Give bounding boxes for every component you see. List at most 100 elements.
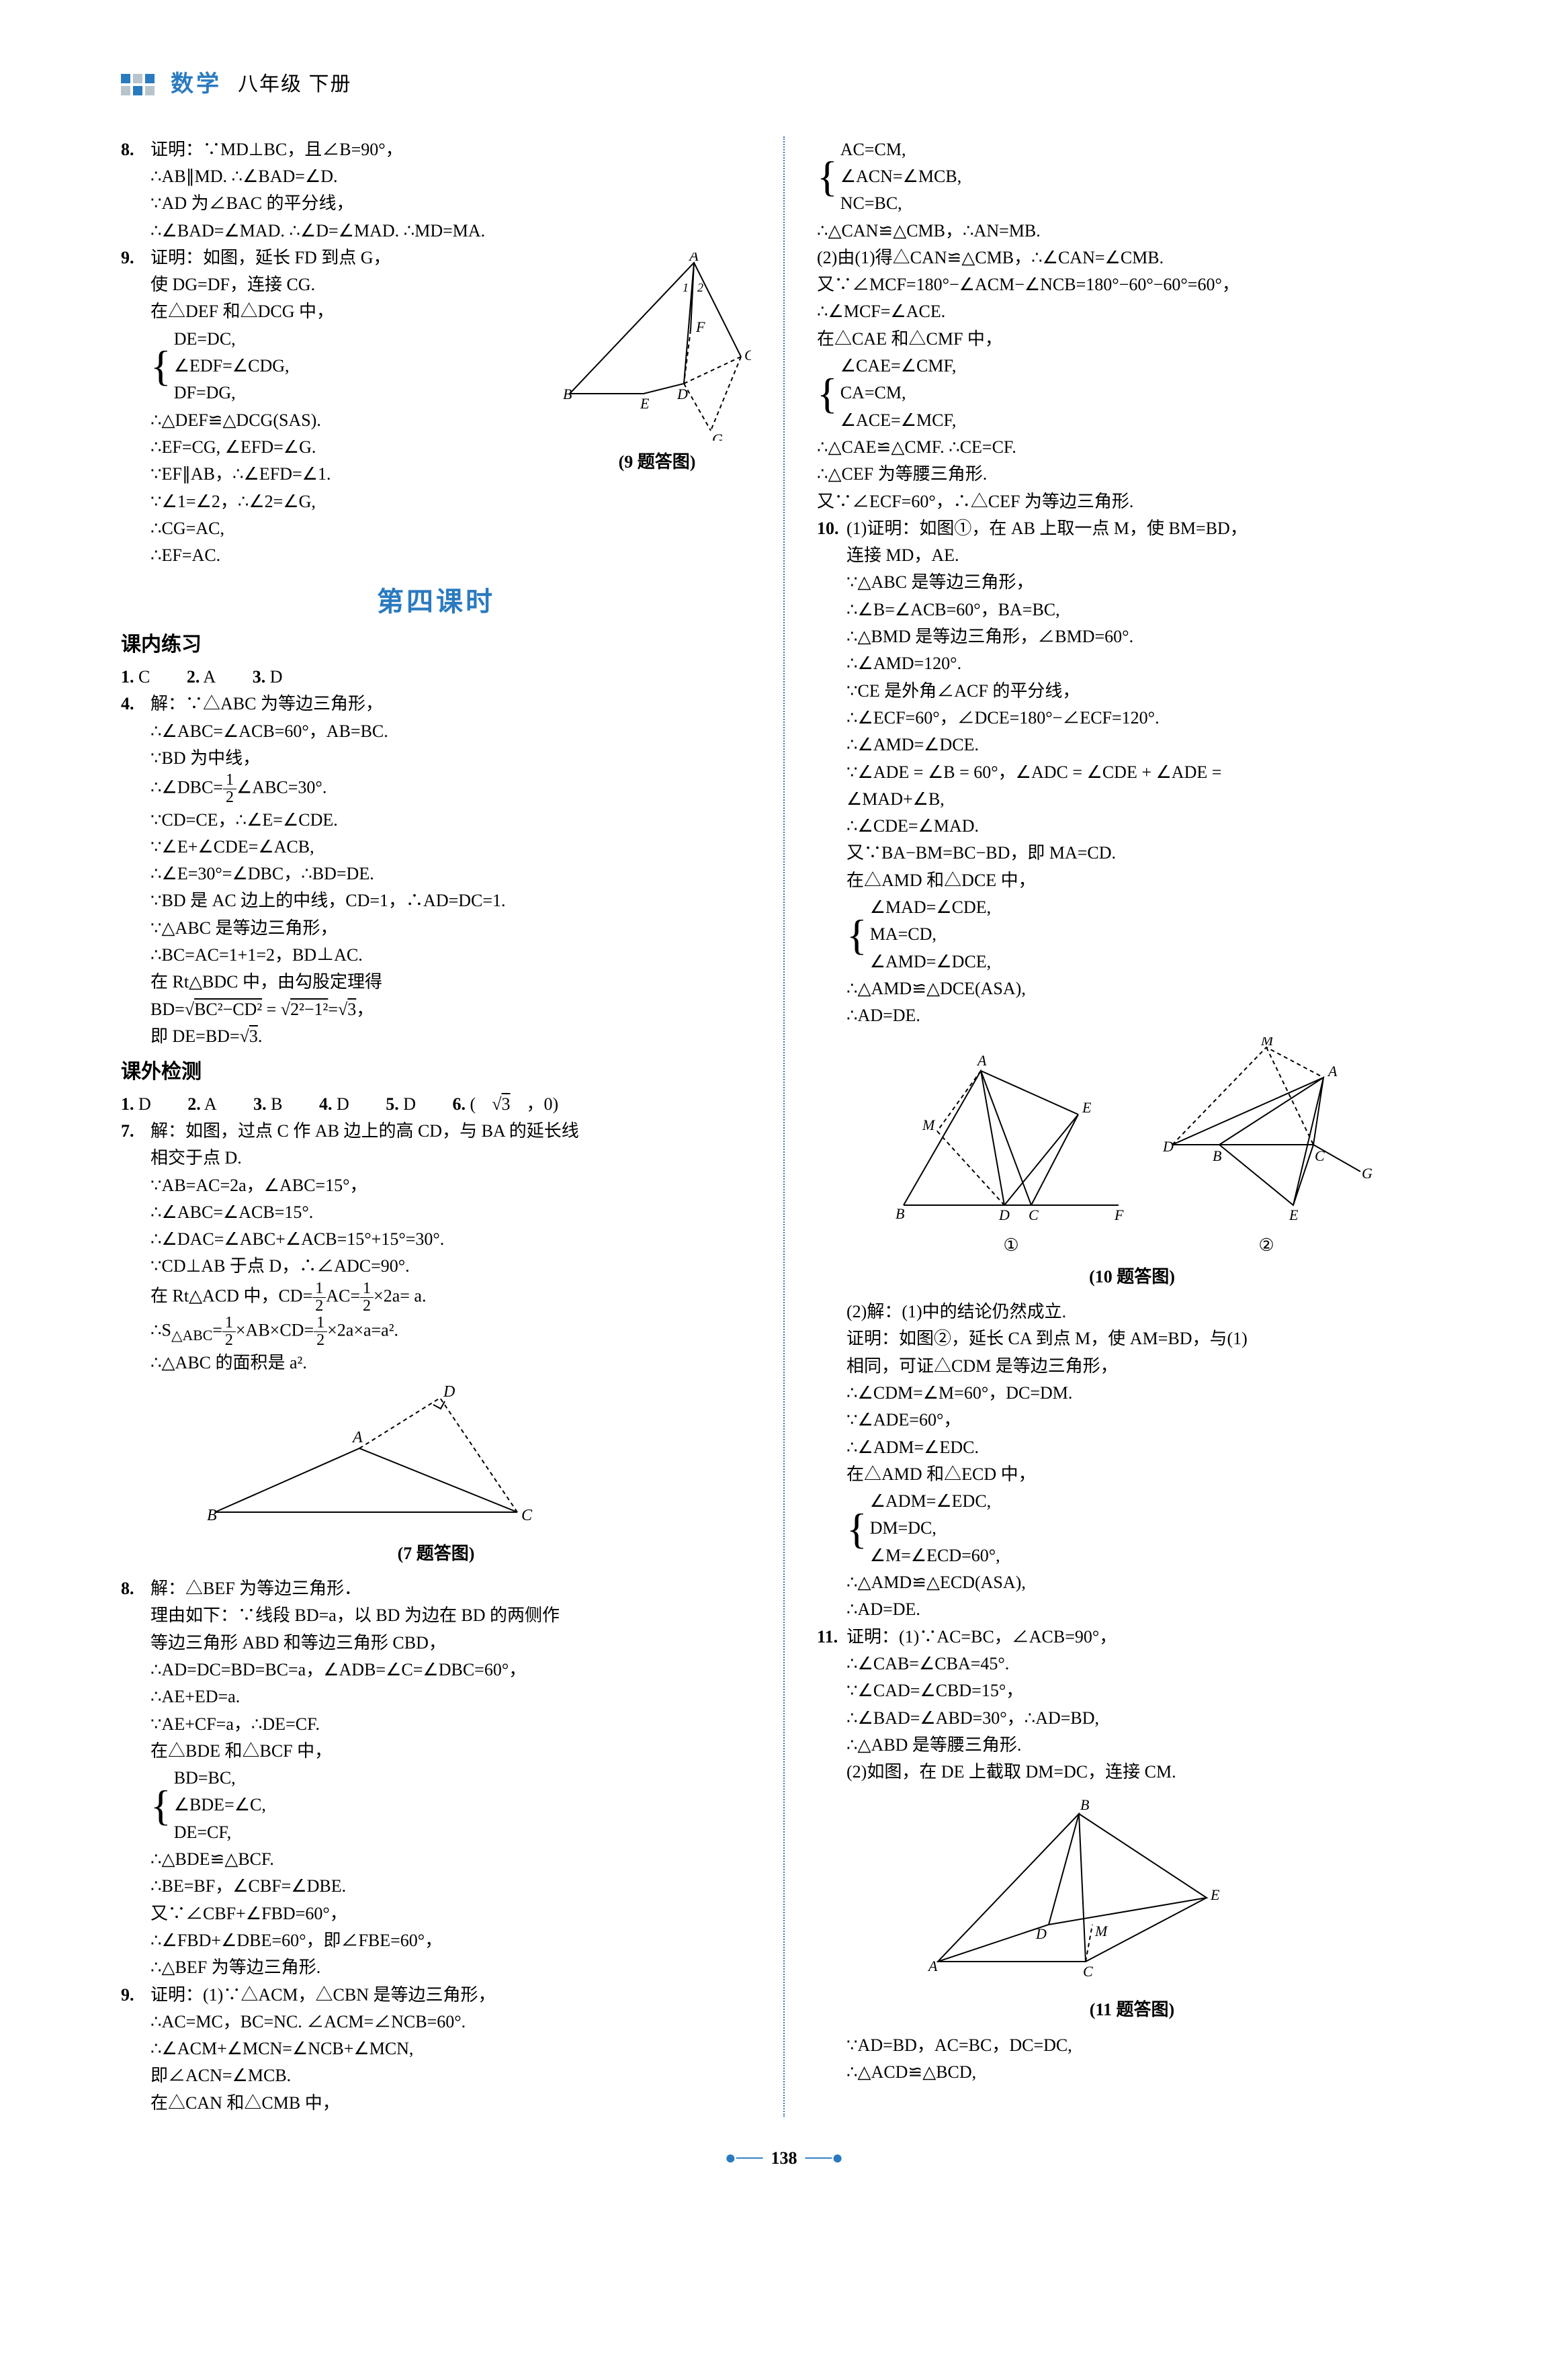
svg-text:F: F [1114, 1206, 1124, 1223]
q10-s2-l5: ∵∠ADE=60°， [846, 1407, 1447, 1434]
q7-l6-eq: = [212, 1321, 222, 1340]
svg-text:A: A [351, 1429, 363, 1446]
q8b-l11: ∴△BEF 为等边三角形. [150, 1954, 751, 1981]
q10-num: 10. [817, 515, 846, 894]
q10-lead: (1)证明：如图①，在 AB 上取一点 M，使 BM=BD， [846, 519, 1248, 538]
q10-l4: ∴∠AMD=120°. [846, 654, 961, 673]
problem-4: 4. 解：∵△ABC 为等边三角形， ∴∠ABC=∠ACB=60°，AB=BC.… [121, 691, 751, 1050]
problem-9-block: A B C D E F G 1 2 (9 题答图) [121, 245, 751, 570]
q7-l3: ∴∠DAC=∠ABC+∠ACB=15°+15°=30°. [150, 1229, 444, 1249]
right-column: { AC=CM, ∠ACN=∠MCB, NC=BC, ∴△CAN≌△CMB，∴A… [817, 136, 1447, 2117]
svg-text:D: D [677, 386, 688, 402]
q9c-brace2: { ∠CAE=∠CMF, CA=CM, ∠ACE=∠MCF, [817, 353, 1447, 434]
q4-l12-r: 3 [249, 1026, 258, 1046]
q4-l5: ∵∠E+∠CDE=∠ACB, [150, 837, 314, 857]
svg-text:C: C [1083, 1963, 1093, 1980]
out-a5n: 5. [386, 1094, 399, 1114]
q9-l8: ∴EF=AC. [150, 542, 751, 569]
q8b-l7: ∴△BDE≌△BCF. [150, 1846, 751, 1873]
q4-l11-pre: BD= [150, 1000, 185, 1019]
problem-10: 10. (1)证明：如图①，在 AB 上取一点 M，使 BM=BD， 连接 MD… [817, 515, 1447, 894]
q10-b2: MA=CD, [870, 921, 991, 948]
svg-text:E: E [640, 395, 650, 412]
q9b-l2: ∴∠ACM+∠MCN=∠NCB+∠MCN, [150, 2039, 413, 2058]
q7-l6-m2: ×2a×a=a². [327, 1321, 398, 1340]
q10-l0: 连接 MD，AE. [846, 545, 959, 565]
q7-l5-mid: AC= [326, 1286, 360, 1305]
out-a6-post: ，0) [527, 1094, 559, 1114]
q4-l3-pre: ∴∠DBC= [150, 778, 223, 797]
q7-lead: 解：如图，过点 C 作 AB 边上的高 CD，与 BA 的延长线 [150, 1121, 579, 1141]
q9c-l2: (2)由(1)得△CAN≌△CMB，∴∠CAN=∠CMB. [817, 245, 1447, 271]
q8b-l9: 又∵∠CBF+∠FBD=60°， [150, 1900, 751, 1927]
q10-l11: 在△AMD 和△DCE 中， [846, 871, 1036, 890]
q11-l6: ∵AD=BD，AC=BC，DC=DC, [846, 2032, 1447, 2059]
q8-l1: ∵MD⊥BC，且∠B=90°， [203, 140, 403, 159]
q10-l3: ∴△BMD 是等边三角形，∠BMD=60°. [846, 627, 1133, 646]
q10-l1: ∵△ABC 是等边三角形， [846, 572, 1034, 592]
fig10a: BDC FAE M ① [890, 1037, 1132, 1259]
fig10-caption: (10 题答图) [817, 1264, 1447, 1290]
q4-num: 4. [121, 691, 150, 1050]
q9b-num: 9. [121, 1982, 150, 2117]
svg-text:E: E [1210, 1886, 1220, 1903]
q9-l2: 在△DEF 和△DCG 中， [150, 302, 334, 321]
q9c-l6: ∴△CAE≌△CMF. ∴CE=CF. [817, 434, 1447, 461]
in-a3: D [270, 667, 283, 687]
q4-l11-r1: BC²−CD² [194, 1000, 262, 1019]
q8-lead: 证明： [150, 140, 203, 159]
svg-text:C: C [521, 1507, 533, 1524]
q7-l6-pre: ∴S [150, 1321, 171, 1340]
out-a4: D [337, 1094, 349, 1114]
q9c-b3: NC=BC, [840, 190, 961, 217]
svg-text:C: C [1029, 1206, 1039, 1223]
q4-l10: 在 Rt△BDC 中，由勾股定理得 [150, 972, 382, 992]
in-class-title: 课内练习 [121, 629, 751, 661]
out-a3: B [271, 1094, 282, 1114]
q10-b3: ∠AMD=∠DCE, [870, 949, 991, 975]
q10-l12: ∴△AMD≌△DCE(ASA), [846, 975, 1447, 1002]
in-a2: A [203, 667, 216, 687]
svg-text:A: A [688, 253, 699, 264]
out-class-title: 课外检测 [121, 1057, 751, 1088]
q10-s2-b3: ∠M=∠ECD=60°, [870, 1542, 1000, 1569]
left-column: 8. 证明：∵MD⊥BC，且∠B=90°， ∴AB∥MD. ∴∠BAD=∠D. … [121, 136, 751, 2117]
q7-l4: ∵CD⊥AB 于点 D，∴∠ADC=90°. [150, 1256, 410, 1276]
fig7-caption: (7 题答图) [121, 1540, 751, 1567]
q10-l10: 又∵BA−BM=BC−BD，即 MA=CD. [846, 843, 1116, 863]
fig9-caption: (9 题答图) [563, 449, 751, 476]
svg-text:B: B [896, 1205, 904, 1222]
svg-text:C: C [744, 347, 751, 363]
q4-l11-mid: = [262, 1000, 281, 1019]
q10-l7: ∴∠AMD=∠DCE. [846, 735, 979, 754]
svg-text:F: F [695, 318, 705, 335]
svg-text:A: A [976, 1052, 987, 1069]
q4-l3-post: ∠ABC=30°. [236, 778, 326, 797]
out-a2n: 2. [187, 1094, 201, 1114]
problem-8b: 8. 解：△BEF 为等边三角形． 理由如下：∵线段 BD=a，以 BD 为边在… [121, 1575, 751, 1765]
out-a2: A [204, 1094, 217, 1114]
q9-b2: ∠EDF=∠CDG, [174, 353, 290, 380]
q10-s2-l2: 证明：如图②，延长 CA 到点 M，使 AM=BD，与(1) [846, 1325, 1447, 1352]
q10-s2-l6: ∴∠ADM=∠EDC. [846, 1434, 1447, 1461]
q9-l6: ∵∠1=∠2，∴∠2=∠G, [150, 488, 751, 515]
q9-lead: 证明：如图，延长 FD 到点 G， [150, 248, 391, 267]
q9b-l4: 在△CAN 和△CMB 中， [150, 2093, 340, 2113]
q10-l8b: ∠MAD+∠B, [846, 789, 945, 809]
q10-s2-l1: (2)解：(1)中的结论仍然成立. [846, 1299, 1447, 1325]
q4-l4: ∵CD=CE，∴∠E=∠CDE. [150, 810, 338, 830]
q4-l8: ∵△ABC 是等边三角形， [150, 918, 338, 938]
q8b-brace: { BD=BC, ∠BDE=∠C, DE=CF, [121, 1765, 751, 1846]
q11-num: 11. [817, 1624, 846, 1786]
svg-text:M: M [1260, 1037, 1274, 1049]
q8-l2: ∴AB∥MD. ∴∠BAD=∠D. [150, 167, 338, 186]
svg-text:G: G [712, 431, 723, 441]
q9-b3: DF=DG, [174, 380, 290, 406]
q4-l11-r3: 3 [347, 1000, 356, 1019]
svg-text:B: B [1080, 1796, 1089, 1813]
q8b-l3: ∴AD=DC=BD=BC=a，∠ADB=∠C=∠DBC=60°， [150, 1660, 526, 1679]
fig9: A B C D E F G 1 2 [563, 253, 751, 441]
q7-l1: ∵AB=AC=2a，∠ABC=15°， [150, 1176, 367, 1195]
q10-l6: ∴∠ECF=60°，∠DCE=180°−∠ECF=120°. [846, 708, 1160, 728]
q7-l6-sub: △ABC [171, 1327, 212, 1344]
